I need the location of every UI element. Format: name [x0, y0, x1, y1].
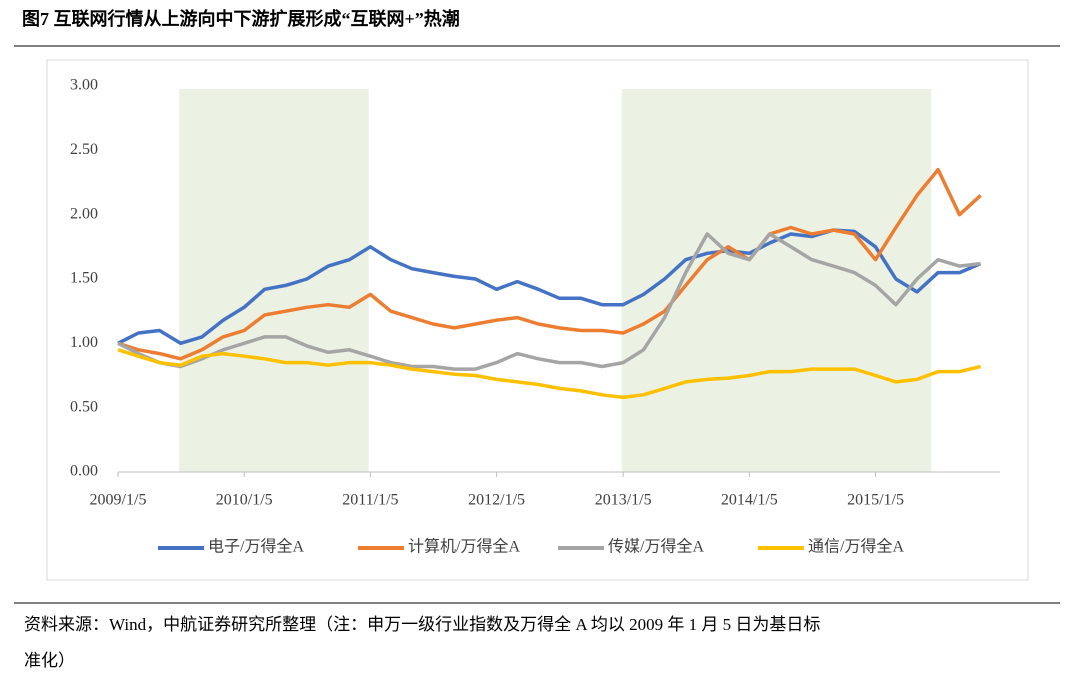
y-tick-label: 0.00 [70, 463, 98, 480]
y-tick-label: 1.00 [70, 334, 98, 351]
legend-label: 计算机/万得全A [408, 537, 520, 556]
x-tick-label: 2009/1/5 [90, 492, 147, 509]
x-tick-label: 2012/1/5 [468, 492, 525, 509]
y-tick-label: 2.00 [70, 205, 98, 222]
source-note: 准化） [24, 651, 75, 670]
chart-frame [46, 59, 1029, 581]
legend-label: 传媒/万得全A [608, 538, 704, 556]
x-tick-label: 2014/1/5 [721, 492, 778, 509]
y-tick-label: 3.00 [70, 77, 98, 94]
legend-label: 通信/万得全A [808, 538, 904, 556]
legend-label: 电子/万得全A [208, 538, 304, 556]
series-line [117, 232, 981, 371]
x-tick-label: 2010/1/5 [216, 492, 273, 509]
x-tick-label: 2011/1/5 [342, 492, 398, 509]
y-tick-label: 1.50 [70, 270, 98, 287]
highlight-band [179, 89, 369, 472]
x-tick-label: 2013/1/5 [595, 492, 652, 509]
figure-title: 图7 互联网行情从上游向中下游扩展形成“互联网+”热潮 [22, 8, 460, 29]
source-note: 资料来源：Wind，中航证券研究所整理（注：申万一级行业指数及万得全 A 均以 … [24, 615, 820, 634]
y-tick-label: 0.50 [70, 398, 98, 415]
y-tick-label: 2.50 [70, 141, 98, 158]
highlight-band [621, 89, 932, 472]
series-line [117, 167, 982, 361]
series-line [117, 348, 982, 400]
x-tick-label: 2015/1/5 [847, 492, 904, 509]
